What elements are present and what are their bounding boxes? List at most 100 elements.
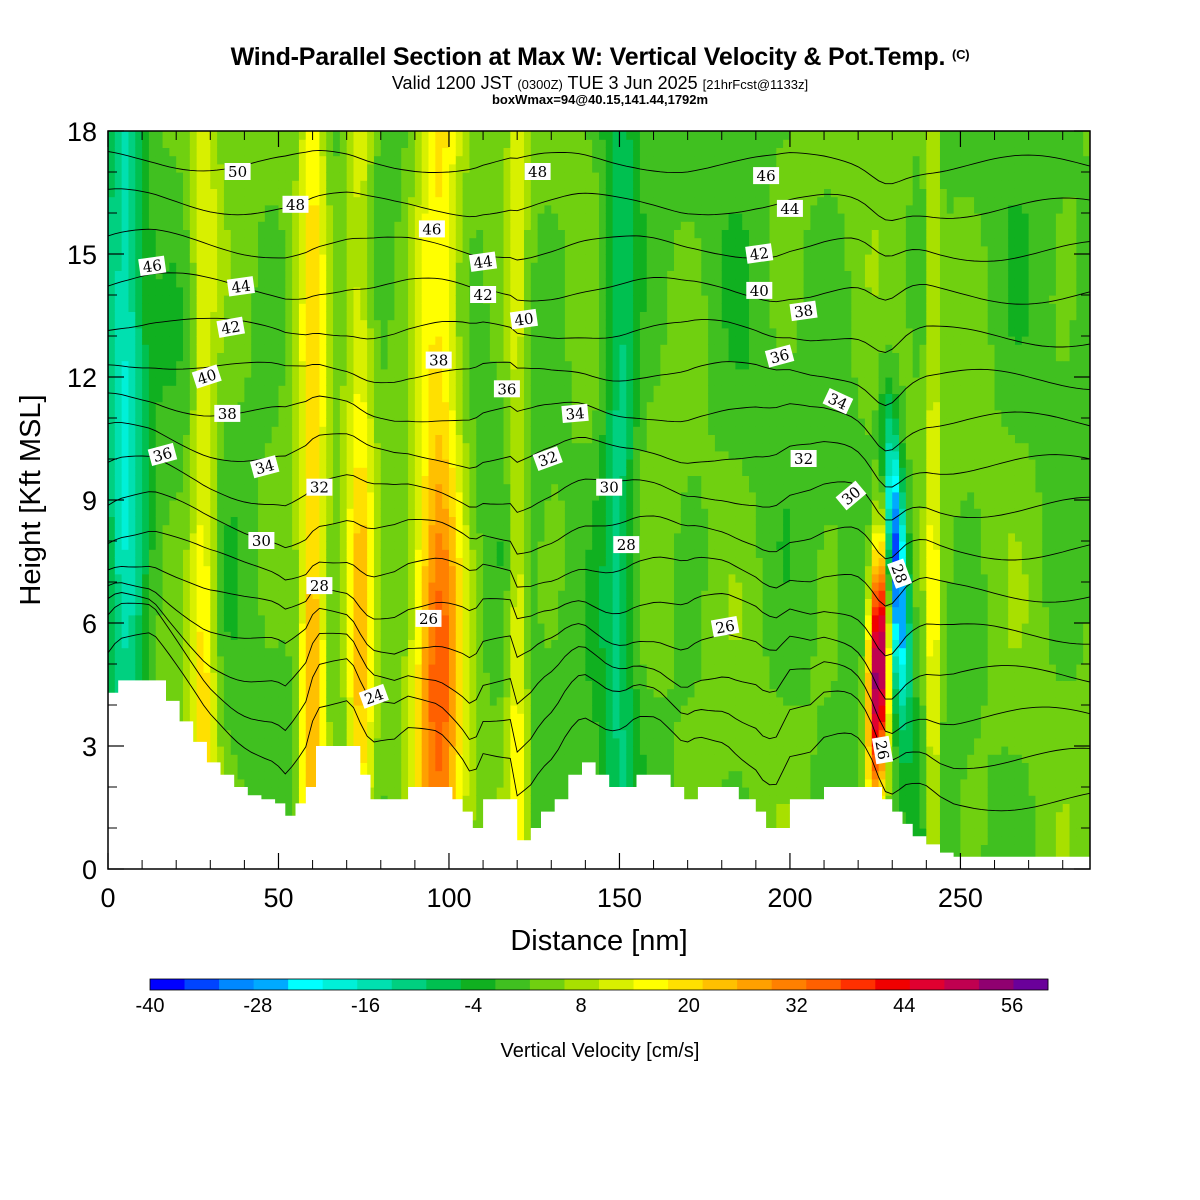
velocity-cell <box>244 664 252 673</box>
velocity-cell <box>237 303 245 312</box>
velocity-cell <box>401 147 409 157</box>
velocity-cell <box>217 393 225 403</box>
velocity-cell <box>462 319 471 329</box>
velocity-cell <box>169 573 177 583</box>
velocity-cell <box>176 180 184 189</box>
velocity-cell <box>217 442 225 452</box>
velocity-cell <box>394 163 402 173</box>
velocity-cell <box>428 664 436 673</box>
velocity-cell <box>448 754 457 763</box>
velocity-cell <box>455 573 464 583</box>
velocity-cell <box>217 483 225 493</box>
velocity-cell <box>183 647 191 657</box>
velocity-cell <box>462 204 471 214</box>
velocity-cell <box>264 336 273 345</box>
velocity-cell <box>162 139 170 148</box>
velocity-cell <box>251 672 259 681</box>
velocity-cell <box>353 614 361 624</box>
velocity-cell <box>271 590 280 599</box>
velocity-cell <box>203 696 211 706</box>
velocity-cell <box>339 467 348 476</box>
velocity-cell <box>394 713 402 722</box>
velocity-cell <box>421 467 430 476</box>
velocity-cell <box>271 418 280 427</box>
velocity-cell <box>373 508 382 517</box>
velocity-cell <box>114 245 123 255</box>
velocity-cell <box>128 606 136 616</box>
velocity-cell <box>223 483 232 493</box>
velocity-cell <box>312 705 320 714</box>
velocity-cell <box>305 286 314 296</box>
velocity-cell <box>394 131 402 140</box>
velocity-cell <box>319 508 327 517</box>
velocity-cell <box>414 188 423 198</box>
velocity-cell <box>148 139 157 148</box>
velocity-cell <box>114 623 123 632</box>
velocity-cell <box>169 270 177 280</box>
velocity-cell <box>435 311 443 321</box>
velocity-cell <box>298 180 307 189</box>
velocity-cell <box>339 614 348 624</box>
velocity-cell <box>373 295 382 304</box>
velocity-cell <box>142 352 150 362</box>
velocity-cell <box>258 573 266 583</box>
velocity-cell <box>128 508 136 517</box>
velocity-cell <box>367 524 375 534</box>
velocity-cell <box>251 778 259 788</box>
velocity-cell <box>401 696 409 706</box>
velocity-cell <box>142 590 150 599</box>
velocity-cell <box>162 311 170 321</box>
velocity-cell <box>373 778 382 788</box>
velocity-cell <box>448 213 457 222</box>
velocity-cell <box>346 582 355 591</box>
velocity-cell <box>285 319 293 329</box>
velocity-cell <box>339 311 348 321</box>
velocity-cell <box>469 377 477 386</box>
velocity-cell <box>428 303 436 312</box>
velocity-cell <box>230 385 239 394</box>
velocity-cell <box>380 180 389 189</box>
velocity-cell <box>142 664 150 673</box>
velocity-cell <box>435 491 443 501</box>
velocity-cell <box>176 418 184 427</box>
velocity-cell <box>230 598 239 608</box>
velocity-cell <box>333 623 341 632</box>
velocity-cell <box>196 393 205 403</box>
velocity-cell <box>305 311 314 321</box>
velocity-cell <box>183 573 191 583</box>
velocity-cell <box>414 491 423 501</box>
velocity-cell <box>148 311 157 321</box>
velocity-cell <box>203 213 211 222</box>
velocity-cell <box>285 754 293 763</box>
velocity-cell <box>387 754 396 763</box>
velocity-cell <box>339 549 348 558</box>
velocity-cell <box>210 754 218 763</box>
velocity-cell <box>387 409 396 419</box>
velocity-cell <box>121 163 130 173</box>
velocity-cell <box>333 491 341 501</box>
velocity-cell <box>380 401 389 411</box>
velocity-cell <box>414 221 423 230</box>
velocity-cell <box>121 327 130 337</box>
velocity-cell <box>380 737 389 747</box>
velocity-cell <box>414 672 423 681</box>
velocity-cell <box>298 352 307 362</box>
velocity-cell <box>203 352 211 362</box>
velocity-cell <box>394 155 402 165</box>
velocity-cell <box>258 778 266 788</box>
velocity-cell <box>367 229 375 239</box>
velocity-cell <box>305 295 314 304</box>
velocity-cell <box>176 377 184 386</box>
velocity-cell <box>223 713 232 722</box>
velocity-cell <box>394 623 402 632</box>
velocity-cell <box>380 614 389 624</box>
velocity-cell <box>217 352 225 362</box>
velocity-cell <box>312 262 320 271</box>
velocity-cell <box>360 590 368 599</box>
velocity-cell <box>183 696 191 706</box>
velocity-cell <box>210 131 218 140</box>
velocity-cell <box>223 237 232 247</box>
velocity-cell <box>298 688 307 698</box>
velocity-cell <box>196 459 205 468</box>
velocity-cell <box>421 623 430 632</box>
